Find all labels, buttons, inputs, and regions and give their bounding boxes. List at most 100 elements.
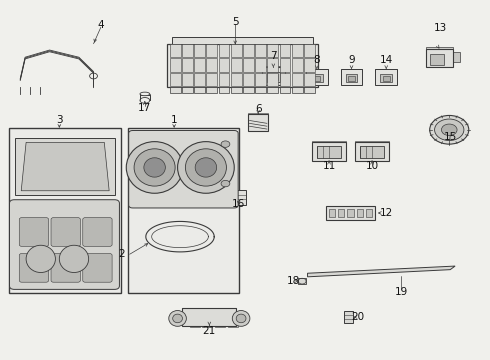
Ellipse shape	[26, 245, 55, 273]
Ellipse shape	[169, 311, 186, 326]
Bar	[269, 74, 278, 80]
FancyBboxPatch shape	[19, 253, 49, 282]
Bar	[170, 87, 180, 93]
Bar	[9, 128, 121, 293]
Ellipse shape	[140, 92, 150, 96]
Bar	[355, 142, 389, 161]
FancyBboxPatch shape	[306, 69, 328, 72]
Bar	[430, 54, 444, 64]
Ellipse shape	[185, 149, 226, 186]
Bar	[348, 76, 355, 81]
Bar	[280, 44, 291, 57]
Text: 11: 11	[322, 161, 336, 171]
Bar	[231, 190, 246, 205]
Bar	[206, 73, 217, 86]
Bar	[167, 44, 318, 87]
Text: 4: 4	[98, 20, 104, 30]
Text: 5: 5	[232, 17, 239, 27]
Bar	[306, 69, 328, 85]
Bar	[255, 44, 266, 57]
Bar	[194, 44, 205, 57]
FancyBboxPatch shape	[19, 218, 49, 246]
Ellipse shape	[195, 158, 217, 177]
Bar	[347, 209, 354, 217]
FancyBboxPatch shape	[9, 200, 120, 289]
Polygon shape	[308, 266, 455, 277]
Text: 2: 2	[119, 249, 125, 259]
Bar	[206, 58, 217, 72]
FancyBboxPatch shape	[453, 52, 460, 62]
Bar	[304, 87, 315, 93]
Bar	[304, 73, 315, 86]
Bar	[194, 58, 205, 72]
Bar	[128, 128, 239, 293]
Bar	[248, 113, 269, 117]
Bar	[292, 58, 303, 72]
FancyBboxPatch shape	[426, 47, 453, 52]
Bar	[338, 209, 344, 217]
Bar	[318, 146, 341, 158]
Bar	[326, 206, 375, 220]
Bar	[341, 69, 362, 85]
Polygon shape	[21, 142, 109, 191]
Bar	[329, 209, 335, 217]
Text: 21: 21	[203, 326, 216, 336]
Bar	[255, 73, 266, 86]
Bar	[243, 87, 254, 93]
Bar	[182, 44, 193, 57]
Bar	[231, 73, 242, 86]
Ellipse shape	[232, 311, 250, 326]
Bar	[268, 87, 278, 93]
Bar	[355, 141, 389, 145]
Bar	[268, 73, 278, 86]
Text: 18: 18	[287, 276, 300, 286]
Text: 3: 3	[56, 115, 63, 125]
FancyBboxPatch shape	[375, 69, 397, 72]
Bar	[231, 87, 242, 93]
Ellipse shape	[177, 141, 234, 193]
Text: 12: 12	[380, 208, 393, 218]
Bar	[243, 73, 254, 86]
Bar	[262, 67, 285, 85]
Bar	[190, 322, 199, 327]
Ellipse shape	[441, 124, 457, 135]
Bar	[248, 114, 269, 131]
Bar	[360, 146, 384, 158]
Text: 17: 17	[138, 103, 151, 113]
Bar	[383, 76, 390, 81]
Bar	[313, 141, 345, 145]
Ellipse shape	[140, 98, 150, 103]
Bar	[182, 87, 193, 93]
Bar	[182, 309, 236, 325]
Bar	[243, 44, 254, 57]
Bar	[255, 58, 266, 72]
Ellipse shape	[59, 245, 89, 273]
Bar	[219, 58, 229, 72]
Ellipse shape	[144, 158, 165, 177]
Text: 16: 16	[232, 199, 245, 210]
Bar	[202, 322, 212, 327]
FancyBboxPatch shape	[129, 131, 238, 208]
Bar	[219, 87, 229, 93]
Bar	[314, 76, 320, 81]
Ellipse shape	[126, 141, 183, 193]
FancyBboxPatch shape	[262, 66, 285, 70]
FancyBboxPatch shape	[83, 218, 112, 246]
Bar	[182, 73, 193, 86]
Ellipse shape	[134, 149, 175, 186]
FancyBboxPatch shape	[51, 253, 80, 282]
Bar	[255, 87, 266, 93]
Bar	[280, 87, 291, 93]
Ellipse shape	[430, 116, 469, 144]
Ellipse shape	[221, 141, 230, 147]
Bar	[170, 44, 180, 57]
Text: 14: 14	[380, 55, 393, 65]
Text: 8: 8	[314, 55, 320, 65]
Bar	[280, 73, 291, 86]
Bar	[280, 58, 291, 72]
Bar	[345, 74, 357, 82]
Bar	[228, 322, 238, 327]
Text: 7: 7	[270, 51, 277, 61]
Bar	[268, 44, 278, 57]
FancyBboxPatch shape	[15, 138, 115, 195]
